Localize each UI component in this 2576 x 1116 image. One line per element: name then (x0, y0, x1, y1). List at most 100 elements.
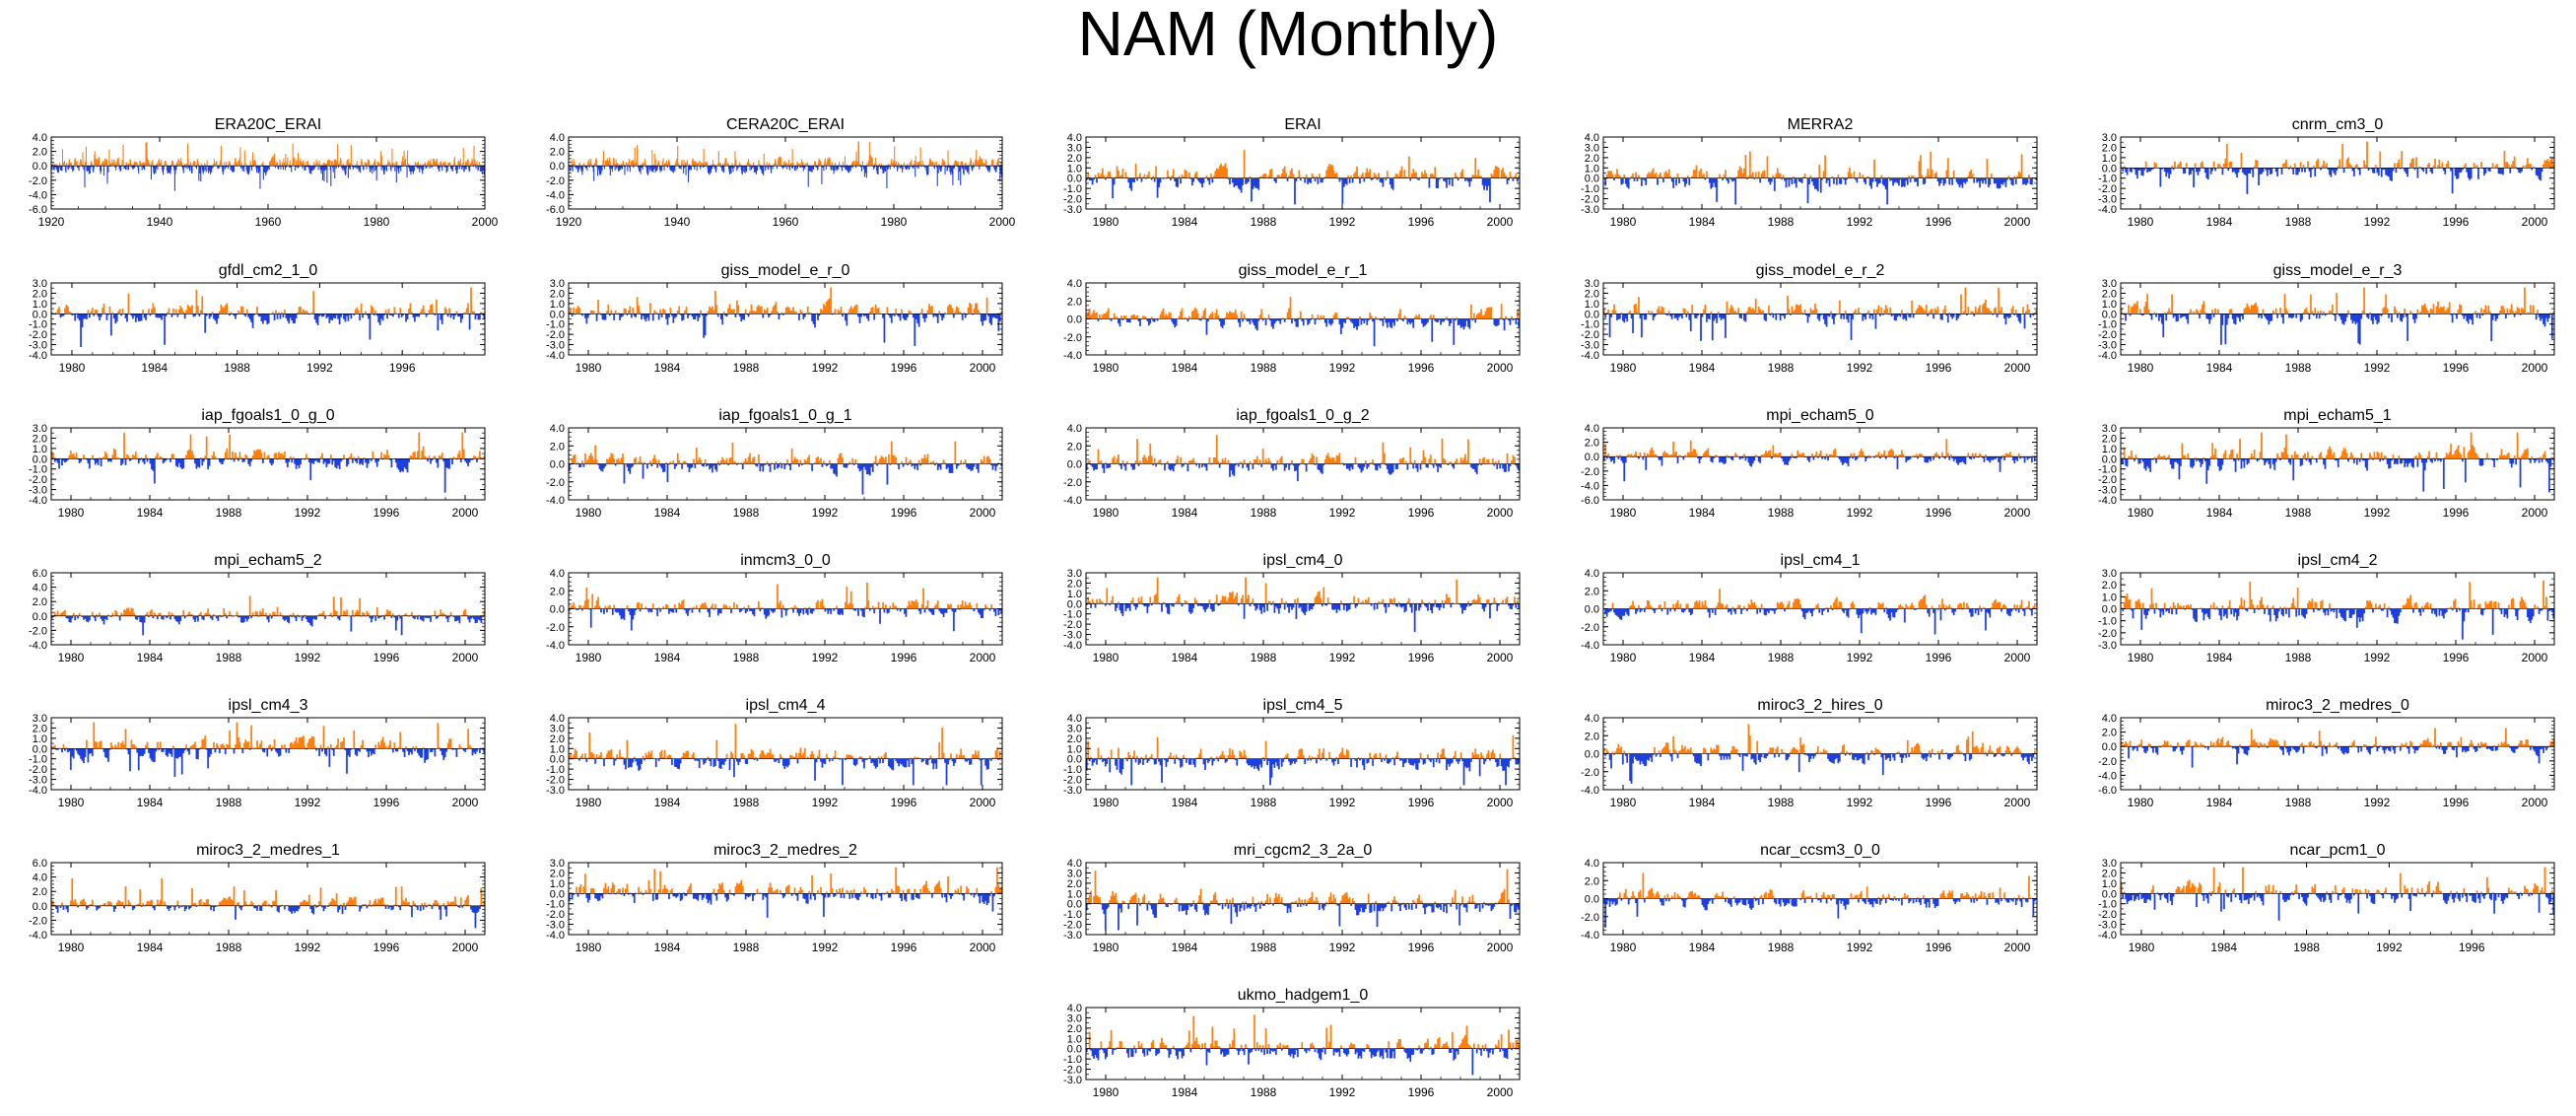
y-tick-label: -2.0 (546, 329, 565, 341)
x-tick-label: 1980 (576, 651, 602, 664)
x-tick-label: 1996 (1408, 941, 1435, 954)
y-tick-label: -2.0 (1063, 332, 1082, 344)
x-tick-label: 1992 (1329, 215, 1356, 229)
y-tick-label: -1.0 (1581, 319, 1599, 331)
y-tick-label: 0.0 (550, 754, 565, 766)
positive-series (1604, 439, 2020, 457)
y-tick-label: -1.0 (29, 754, 47, 766)
negative-series (2122, 168, 2543, 194)
x-tick-label: 1988 (1251, 651, 1277, 664)
y-tick-label: 3.0 (1067, 568, 1082, 580)
positive-series (570, 867, 1003, 894)
x-tick-label: 1960 (773, 215, 799, 229)
y-tick-label: 2.0 (1585, 586, 1599, 597)
y-tick-label: -3.0 (1063, 785, 1082, 797)
x-tick-label: 1992 (295, 651, 321, 664)
y-tick-label: 2.0 (2102, 580, 2117, 592)
y-tick-label: -4.0 (546, 350, 565, 362)
y-tick-label: -3.0 (2098, 194, 2117, 206)
x-tick-label: 1984 (141, 361, 168, 375)
x-tick-label: 1988 (2285, 361, 2312, 375)
x-tick-label: 2000 (2004, 941, 2031, 954)
y-tick-label: 0.0 (1067, 314, 1082, 326)
negative-series (1602, 898, 2038, 928)
negative-series (1085, 758, 1521, 786)
y-tick-label: 2.0 (550, 733, 565, 745)
x-tick-label: 1992 (295, 941, 321, 954)
y-tick-label: 0.0 (1585, 894, 1599, 906)
x-tick-label: 1984 (1172, 941, 1198, 954)
x-tick-label: 1984 (1689, 361, 1716, 375)
x-tick-label: 2000 (2522, 506, 2548, 520)
x-tick-label: 1984 (1689, 651, 1716, 664)
positive-series (1602, 287, 2038, 314)
x-tick-label: 1988 (733, 651, 760, 664)
x-tick-label: 1996 (1408, 506, 1435, 520)
y-tick-label: 0.0 (1585, 452, 1599, 463)
x-tick-label: 1980 (576, 941, 602, 954)
y-tick-label: 0.0 (2102, 888, 2117, 900)
x-tick-label: 1920 (556, 215, 582, 229)
plot-frame (50, 572, 486, 646)
panel-title: iap_fgoals1_0_g_2 (1236, 407, 1369, 424)
panel-title: miroc3_2_medres_2 (713, 842, 857, 859)
chart-panel: ipsl_cm4_2 3.02.01.00.0-1.0-2.0-3.0 1980 19… (2098, 552, 2555, 664)
x-tick-label: 2000 (2004, 651, 2031, 664)
chart-panel: ipsl_cm4_3 3.02.01.00.0-1.0-2.0-3.0-4.0 19… (29, 697, 486, 809)
y-tick-label: -2.0 (2098, 329, 2117, 341)
y-tick-label: 4.0 (1585, 568, 1599, 580)
x-tick-label: 2000 (452, 506, 479, 520)
y-tick-label: -1.0 (1063, 1054, 1082, 1066)
negative-series (568, 165, 1003, 189)
y-tick-label: -1.0 (1063, 909, 1082, 921)
x-tick-label: 1984 (2206, 361, 2233, 375)
x-tick-label: 1996 (2443, 796, 2470, 809)
y-tick-label: -2.0 (1581, 466, 1599, 478)
plot-frame (50, 136, 486, 210)
x-tick-label: 2000 (2522, 651, 2548, 664)
y-tick-label: -4.0 (1581, 480, 1599, 492)
y-tick-label: 0.0 (1585, 309, 1599, 320)
panel-title: miroc3_2_medres_0 (2266, 697, 2409, 714)
x-tick-label: 1980 (1093, 1085, 1119, 1099)
chart-panel: miroc3_2_hires_0 4.0 2.0 0.0 -2.0 -4.0 1980 198… (1581, 697, 2038, 809)
y-tick-label: 4.0 (1067, 713, 1082, 725)
x-tick-label: 1992 (1329, 941, 1356, 954)
plot-frame (2120, 717, 2555, 791)
y-tick-label: -2.0 (2098, 183, 2117, 195)
y-tick-label: -1.0 (2098, 899, 2117, 911)
y-tick-label: 0.0 (1585, 604, 1599, 616)
y-tick-label: -1.0 (1063, 183, 1082, 195)
x-tick-label: 1996 (1408, 215, 1435, 229)
chart-panel: inmcm3_0_0 4.0 2.0 0.0 -2.0 -4.0 1980 1984 1988 1… (546, 552, 1003, 664)
x-tick-label: 2000 (2004, 506, 2031, 520)
y-tick-label: 2.0 (1067, 878, 1082, 890)
chart-panel: gfdl_cm2_1_0 3.02.01.00.0-1.0-2.0-3.0-4.0… (29, 262, 486, 375)
panel-title: inmcm3_0_0 (740, 552, 831, 569)
y-tick-label: -4.0 (1063, 495, 1082, 507)
positive-series (568, 287, 1003, 314)
x-tick-label: 1984 (1172, 506, 1198, 520)
x-tick-label: 1980 (364, 215, 390, 229)
positive-series (1087, 734, 1516, 759)
y-tick-label: 0.0 (33, 901, 47, 913)
negative-series (2123, 314, 2553, 345)
x-tick-label: 1988 (2285, 215, 2312, 229)
panel-title: miroc3_2_medres_1 (196, 842, 340, 859)
negative-series (1085, 903, 1521, 931)
panel-title: mpi_echam5_2 (214, 552, 322, 569)
x-tick-label: 1996 (1926, 215, 1952, 229)
x-tick-label: 1984 (137, 651, 164, 664)
y-tick-label: -4.0 (2098, 350, 2117, 362)
y-tick-label: -2.0 (1581, 767, 1599, 779)
negative-series (1085, 1048, 1513, 1076)
y-tick-label: -1.0 (2098, 319, 2117, 331)
y-tick-label: -4.0 (29, 350, 47, 362)
x-tick-label: 1992 (812, 506, 839, 520)
y-tick-label: -2.0 (1063, 775, 1082, 787)
x-tick-label: 1992 (1847, 941, 1873, 954)
x-tick-label: 2000 (452, 651, 479, 664)
negative-series (578, 758, 1000, 786)
x-tick-label: 1992 (1329, 651, 1356, 664)
